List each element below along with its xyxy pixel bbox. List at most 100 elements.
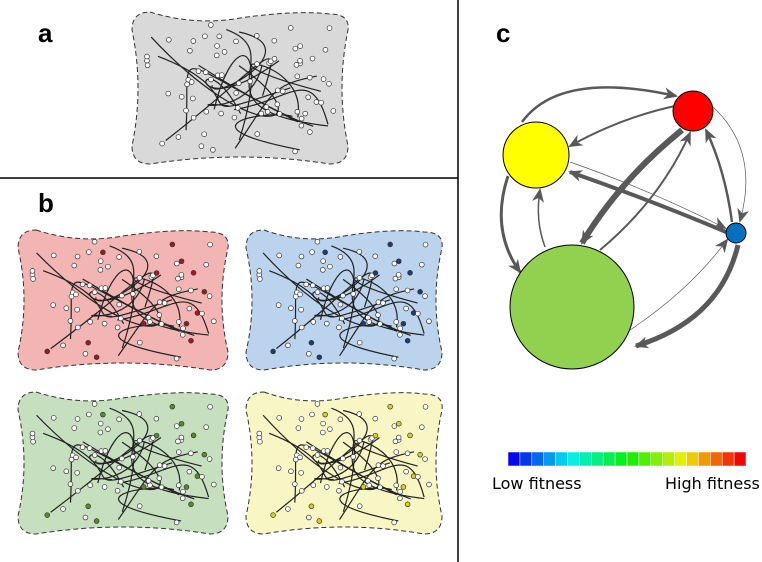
transition-arrow — [568, 170, 727, 234]
network-node — [50, 252, 57, 259]
transition-arrow — [634, 244, 741, 349]
state-node — [725, 222, 747, 244]
network-node — [97, 429, 104, 436]
network-panel — [17, 229, 229, 371]
network-edge — [262, 252, 380, 327]
network-node — [275, 465, 282, 471]
network-node — [186, 305, 193, 312]
network-node — [211, 481, 217, 488]
network-node — [297, 454, 303, 461]
network-node — [372, 270, 379, 276]
network-node — [201, 289, 208, 295]
network-node — [178, 420, 185, 427]
network-node — [165, 90, 172, 97]
network-node — [308, 339, 315, 346]
network-node — [356, 248, 363, 255]
network-node — [194, 473, 201, 479]
network-node — [188, 450, 194, 457]
network-node — [393, 286, 399, 292]
network-node — [309, 249, 315, 255]
network-edge — [89, 437, 162, 488]
network-node — [310, 445, 316, 451]
network-node — [71, 425, 77, 431]
network-node — [330, 108, 337, 114]
colorbar-segment — [602, 451, 616, 467]
network-node — [258, 110, 265, 117]
network-edge — [312, 274, 380, 325]
network-edge — [205, 60, 280, 115]
network-edge — [234, 75, 317, 149]
network-node — [203, 108, 210, 115]
network-node — [303, 281, 309, 288]
network-node — [350, 454, 357, 460]
network-node — [156, 299, 163, 305]
network-node — [337, 254, 344, 260]
network-node — [75, 488, 81, 494]
network-node — [393, 319, 399, 325]
colorbar-segment — [733, 451, 747, 467]
network-node — [153, 415, 160, 422]
network-node — [91, 401, 98, 407]
network-node — [183, 107, 189, 114]
network-node — [295, 262, 302, 269]
network-node — [183, 484, 190, 490]
network-panel — [131, 11, 349, 165]
network-node — [316, 518, 323, 524]
network-node — [233, 38, 239, 45]
network-node — [314, 238, 321, 245]
network-node — [178, 94, 185, 100]
network-node — [380, 300, 386, 306]
network-node — [74, 416, 81, 422]
network-node — [271, 37, 278, 44]
network-node — [175, 134, 182, 140]
network-node — [395, 434, 402, 441]
network-node — [404, 337, 411, 344]
colorbar-segment — [519, 451, 533, 467]
network-node — [268, 58, 274, 65]
network-node — [298, 306, 304, 313]
network-node — [314, 401, 321, 407]
network-node — [293, 62, 300, 68]
network-node — [145, 478, 152, 484]
network-node — [147, 319, 153, 325]
network-node — [307, 74, 313, 81]
colorbar-segment — [555, 451, 568, 467]
network-node — [305, 94, 311, 100]
network-node — [415, 310, 421, 317]
network-node — [68, 293, 75, 300]
network-node — [316, 354, 323, 360]
network-node — [324, 448, 331, 454]
network-node — [276, 111, 283, 117]
network-panel — [245, 391, 443, 535]
network-node — [326, 81, 332, 87]
network-node — [407, 432, 413, 439]
network-node — [336, 488, 342, 494]
transition-arrow — [599, 131, 691, 251]
network-node — [71, 262, 77, 269]
network-node — [190, 95, 196, 102]
network-node — [67, 318, 74, 324]
network-node — [198, 143, 205, 149]
network-edge — [117, 451, 198, 520]
network-node — [102, 448, 109, 454]
network-node — [136, 275, 143, 281]
network-node — [176, 319, 182, 325]
network-node — [299, 324, 305, 331]
network-edge — [319, 269, 356, 349]
network-edge — [207, 64, 263, 107]
network-node — [202, 33, 208, 39]
network-node — [350, 291, 357, 297]
network-node — [280, 88, 286, 95]
network-node — [173, 355, 180, 362]
network-node — [188, 79, 195, 85]
network-node — [50, 302, 56, 308]
network-node — [310, 482, 317, 488]
transition-arrow — [704, 128, 734, 223]
network-edge — [97, 269, 135, 349]
network-node — [85, 503, 91, 510]
network-node — [190, 432, 197, 439]
network-node — [403, 305, 409, 312]
network-node — [114, 488, 121, 494]
network-node — [324, 285, 331, 291]
network-node — [60, 506, 66, 512]
